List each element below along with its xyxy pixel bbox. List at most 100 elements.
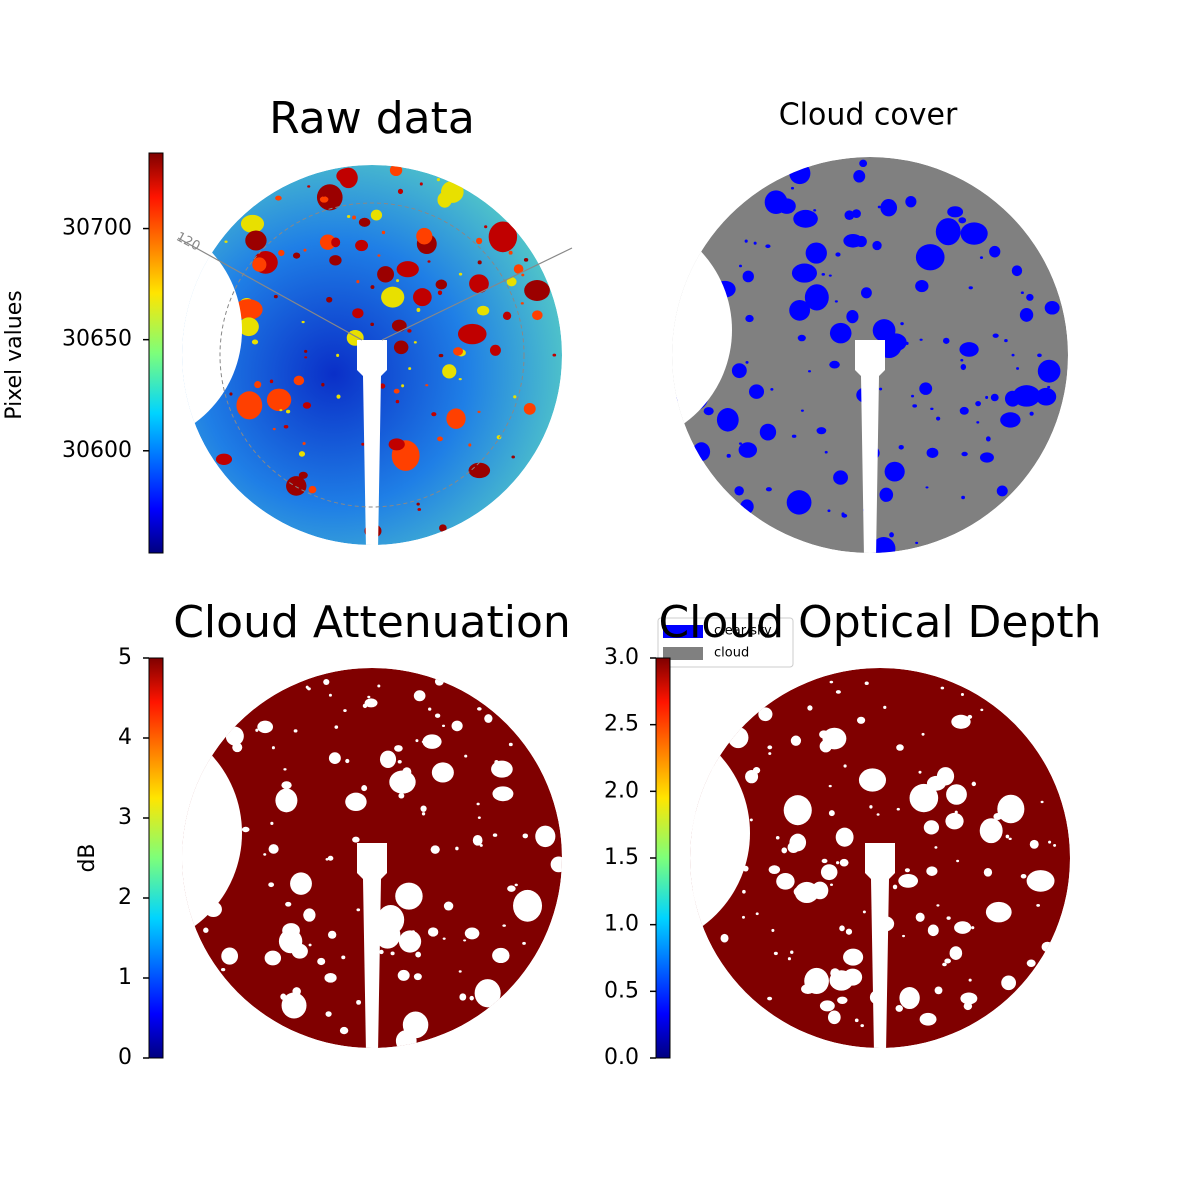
cloud-blob <box>408 367 412 370</box>
cloud-blob <box>268 882 275 888</box>
cloud-blob <box>879 387 883 391</box>
cloud-blob <box>374 921 401 949</box>
cloud-blob <box>1016 367 1020 370</box>
cloud-blob <box>352 308 364 319</box>
cloud-blob <box>328 752 341 765</box>
mask-shaft <box>357 843 387 1048</box>
cloud-blob <box>895 1005 903 1012</box>
cloud-blob <box>377 684 381 688</box>
cloud-blob <box>899 986 920 1010</box>
cloud-blob <box>474 979 501 1008</box>
cloud-blob <box>789 162 811 185</box>
cloud-blob <box>1005 834 1010 839</box>
cloud-blob <box>395 399 400 404</box>
cloud-blob <box>915 280 929 293</box>
cloud-blob <box>442 937 446 940</box>
cloud-blob <box>412 1014 427 1028</box>
cloud-blob <box>919 338 923 341</box>
cloud-blob <box>1040 800 1044 804</box>
cloud-blob <box>370 209 383 221</box>
cloud-blob <box>381 286 405 308</box>
cloud-blob <box>960 692 965 696</box>
cloud-blob <box>319 234 336 250</box>
cloud-blob <box>458 272 463 276</box>
cloud-blob <box>416 502 420 506</box>
cloud-blob <box>960 358 964 362</box>
cloud-blob <box>945 812 964 830</box>
cloud-blob <box>290 872 312 895</box>
cloud-blob <box>240 214 265 233</box>
sky-image <box>690 668 1070 1048</box>
cloud-blob <box>835 690 841 694</box>
cloud-blob <box>388 438 405 451</box>
cloud-blob <box>469 274 489 294</box>
cloud-blob <box>716 408 739 432</box>
cloud-blob <box>251 339 259 345</box>
cloud-blob <box>934 986 943 995</box>
cloud-blob <box>786 490 812 515</box>
cloud-blob <box>323 679 330 685</box>
legend-label: clear sky <box>714 624 772 639</box>
legend-label: cloud <box>714 646 749 661</box>
cloud-blob <box>758 707 773 722</box>
cloud-blob <box>394 745 403 752</box>
cloud-blob <box>398 792 405 799</box>
cloud-blob <box>1000 412 1021 428</box>
cloud-blob <box>524 280 550 301</box>
cloud-blob <box>476 237 483 245</box>
cloud-blob <box>529 909 534 913</box>
cloud-blob <box>773 951 778 956</box>
cloud-blob <box>304 356 308 359</box>
cloud-blob <box>963 1002 973 1011</box>
cloud-blob <box>428 707 432 711</box>
cloud-blob <box>880 199 898 217</box>
tick-label: 1.5 <box>604 845 639 870</box>
cloud-blob <box>302 441 306 446</box>
cloud-blob <box>442 364 457 379</box>
cloud-blob <box>921 799 935 810</box>
cloud-blob <box>839 925 845 932</box>
cloud-blob <box>828 784 832 788</box>
cloud-blob <box>768 752 772 756</box>
cloud-blob <box>877 205 881 209</box>
cloud-blob <box>324 973 337 983</box>
cloud-blob <box>728 727 749 749</box>
cloud-blob <box>926 775 946 791</box>
mask-shaft <box>865 843 895 1048</box>
cloud-blob <box>745 361 749 364</box>
cloud-blob <box>279 409 283 412</box>
cloud-blob <box>942 962 947 967</box>
cloud-blob <box>896 807 900 811</box>
cloud-blob <box>437 436 443 442</box>
panel-title: Cloud cover <box>779 98 958 133</box>
cloud-blob <box>824 450 828 454</box>
cloud-blob <box>744 239 748 243</box>
cloud-blob <box>234 299 263 320</box>
cloud-blob <box>976 421 980 424</box>
cloud-blob <box>325 1011 332 1017</box>
cloud-blob <box>804 284 829 311</box>
cloud-blob <box>911 394 915 398</box>
cloud-blob <box>502 311 512 320</box>
cloud-blob <box>278 929 303 954</box>
cloud-blob <box>401 384 405 388</box>
cloud-blob <box>413 341 417 344</box>
cloud-blob <box>263 853 267 856</box>
cloud-blob <box>345 792 367 812</box>
cloud-blob <box>1037 359 1061 383</box>
cloud-blob <box>370 285 375 289</box>
cloud-blob <box>488 221 518 253</box>
cloud-blob <box>308 485 317 494</box>
cloud-blob <box>379 383 386 389</box>
cloud-blob <box>829 360 840 369</box>
cloud-blob <box>856 716 866 724</box>
cloud-blob <box>341 955 346 960</box>
cloud-blob <box>298 451 306 457</box>
cloud-blob <box>468 462 491 479</box>
cloud-blob <box>819 730 829 739</box>
cloud-blob <box>841 512 845 516</box>
cloud-blob <box>319 196 329 203</box>
cloud-blob <box>921 732 925 736</box>
cloud-blob <box>871 537 896 553</box>
